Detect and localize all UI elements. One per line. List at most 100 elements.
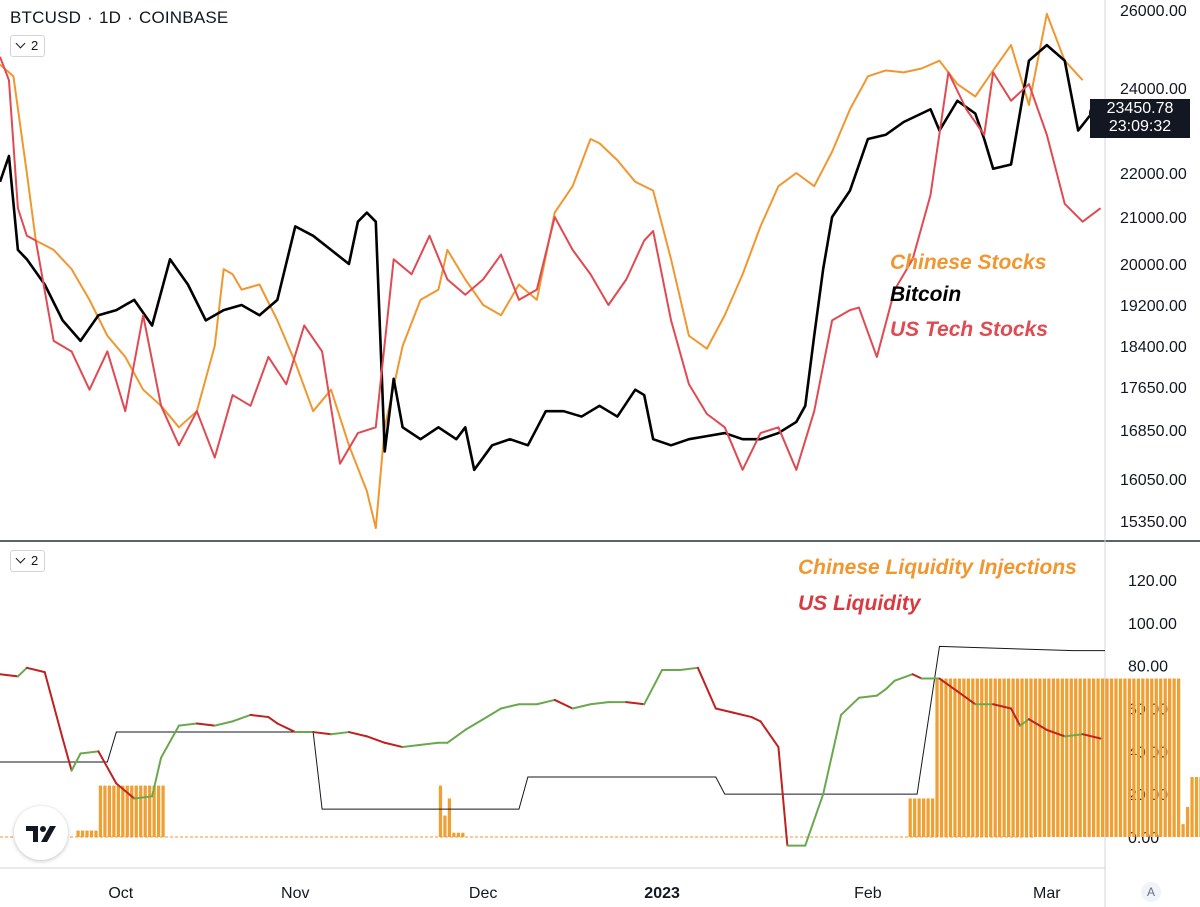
price-tick-label: 22000.00 [1120, 166, 1187, 183]
liquidity-bar [452, 832, 456, 837]
us-liquidity-segment [1010, 707, 1021, 727]
us-liquidity-segment [696, 666, 717, 710]
us-liquidity-segment [884, 679, 896, 691]
us-liquidity-segment [70, 752, 82, 772]
us-liquidity-segment [133, 795, 154, 800]
time-tick-label: Nov [281, 885, 309, 902]
chinese-stocks-line [0, 12, 1084, 529]
liquidity-bar [1109, 678, 1114, 837]
liquidity-bar [1002, 678, 1006, 837]
liquidity-bar [161, 785, 165, 837]
us-tech-stocks-line [0, 56, 1102, 471]
liquidity-bar [1105, 678, 1109, 837]
price-tick-label: 21000.00 [1120, 210, 1187, 227]
liquidity-bar [1181, 824, 1185, 837]
us-liquidity-segment [875, 688, 887, 697]
liquidity-bar [1051, 678, 1055, 837]
us-liquidity-segment [1063, 733, 1084, 738]
us-liquidity-segment [893, 673, 914, 682]
us-liquidity-segment [151, 756, 163, 798]
liquidity-bar [116, 785, 120, 837]
us-liquidity-segment [589, 701, 610, 706]
us-liquidity-segment [61, 737, 73, 772]
us-liquidity-segment [1045, 728, 1066, 738]
tradingview-logo[interactable] [14, 806, 68, 860]
us-liquidity-segment [43, 671, 64, 740]
auto-scale-button[interactable]: A [1141, 882, 1161, 902]
us-liquidity-segment [938, 677, 959, 693]
liquidity-bar [966, 678, 970, 837]
chevron-down-icon [15, 553, 26, 564]
us-liquidity-segment [213, 720, 234, 727]
price-tick-label: 16050.00 [1120, 472, 1187, 489]
price-tick-label: 16850.00 [1120, 423, 1187, 440]
us-liquidity-segment [857, 694, 878, 699]
liquidity-bar [130, 785, 134, 837]
liquidity-bar [80, 830, 85, 837]
us-liquidity-segment [0, 673, 19, 678]
liquidity-bar [1172, 678, 1176, 837]
liquidity-bar [89, 830, 94, 837]
us-liquidity-segment [401, 743, 422, 749]
symbol-header[interactable]: BTCUSD · 1D · COINBASE [10, 8, 228, 28]
bottom-pane-count: 2 [31, 553, 39, 568]
top-pane-collapse-button[interactable]: 2 [10, 35, 46, 57]
us-liquidity-segment [347, 731, 368, 738]
us-liquidity-segment [822, 713, 843, 796]
us-liquidity-segment [759, 720, 780, 749]
liquidity-bar [1176, 678, 1181, 837]
liquidity-bar [152, 785, 156, 837]
liquidity-bar [1145, 678, 1149, 837]
liquidity-bar [993, 678, 997, 837]
indicator-tick-label: 80.00 [1128, 659, 1168, 676]
legend-us-tech-stocks: US Tech Stocks [890, 318, 1048, 341]
liquidity-bar [989, 678, 993, 837]
us-liquidity-segment [249, 713, 270, 719]
us-liquidity-segment [464, 718, 485, 731]
liquidity-bar [1056, 678, 1060, 837]
current-price: 23450.78 [1106, 100, 1174, 117]
time-tick-label: Dec [469, 885, 497, 902]
liquidity-bar [461, 832, 465, 837]
us-liquidity-segment [840, 696, 860, 716]
liquidity-bar [1150, 678, 1154, 837]
us-liquidity-segment [231, 713, 252, 723]
time-tick-label: Oct [108, 885, 133, 902]
liquidity-bar [957, 678, 962, 837]
liquidity-bar [447, 798, 452, 837]
legend-chinese-stocks: Chinese Stocks [890, 251, 1047, 274]
liquidity-bar [1118, 678, 1123, 837]
liquidity-bar [1114, 678, 1118, 837]
us-liquidity-segment [25, 666, 46, 674]
price-tick-label: 24000.00 [1120, 81, 1187, 98]
liquidity-bar [1168, 678, 1172, 837]
liquidity-bar [1096, 678, 1100, 837]
liquidity-bar [1020, 678, 1024, 837]
bottom-pane-collapse-button[interactable]: 2 [10, 550, 46, 572]
symbol-name: BTCUSD [10, 8, 82, 27]
liquidity-bar [1141, 678, 1145, 837]
liquidity-bar [134, 785, 138, 837]
us-liquidity-segment [804, 793, 825, 847]
liquidity-bar [921, 798, 926, 837]
liquidity-bar [944, 678, 948, 837]
liquidity-bar [975, 678, 979, 837]
us-liquidity-segment [419, 741, 440, 746]
liquidity-bar [85, 830, 89, 837]
liquidity-bar [1024, 678, 1029, 837]
secondary-liquidity-line [0, 645, 1105, 810]
liquidity-bar [939, 678, 944, 837]
liquidity-bar [1078, 678, 1082, 837]
liquidity-bar [1127, 678, 1132, 837]
us-liquidity-segment [1019, 718, 1030, 727]
us-liquidity-segment [1081, 733, 1102, 740]
us-liquidity-segment [330, 731, 350, 736]
liquidity-bar [1083, 678, 1087, 837]
us-liquidity-segment [571, 703, 592, 710]
us-liquidity-segment [482, 707, 503, 721]
us-liquidity-segment [1027, 718, 1048, 731]
indicator-tick-label: 100.00 [1128, 616, 1177, 633]
liquidity-bar [1006, 678, 1011, 837]
us-liquidity-segment [625, 701, 646, 706]
